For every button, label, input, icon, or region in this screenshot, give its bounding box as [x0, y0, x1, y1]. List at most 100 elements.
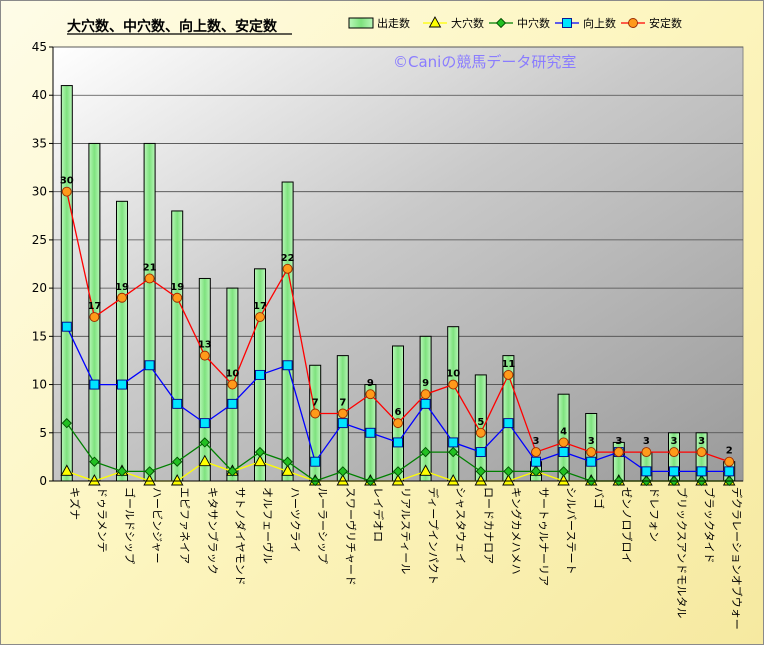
marker-安定数-5 [199, 350, 210, 361]
y-tick-label: 30 [32, 185, 47, 199]
marker-向上数-2 [117, 379, 127, 390]
marker-大穴数-8 [281, 464, 294, 476]
marker-中穴数-10 [337, 466, 348, 477]
legend-label-中穴数: 中穴数 [517, 16, 550, 30]
marker-向上数-6 [227, 398, 238, 409]
marker-安定数-17 [531, 447, 541, 458]
y-tick-label: 45 [32, 40, 47, 54]
marker-大穴数-13 [419, 464, 432, 476]
marker-安定数-0 [61, 186, 72, 197]
bar-出走数-8 [281, 181, 294, 482]
bar-出走数-5 [198, 277, 211, 482]
data-label-安定数-0: 30 [60, 176, 74, 187]
marker-向上数-5 [199, 418, 210, 429]
category-label-23: ブラックタイド [703, 487, 717, 564]
marker-向上数-24 [724, 466, 735, 477]
legend-label-大穴数: 大穴数 [451, 16, 484, 30]
data-label-安定数-18: 4 [560, 426, 567, 437]
category-label-24: デクラレーションオブウォー [730, 487, 744, 630]
marker-中穴数-6 [227, 466, 238, 477]
category-label-4: エピファネイア [178, 487, 191, 564]
marker-向上数-13 [420, 398, 431, 409]
marker-大穴数-1 [88, 474, 101, 486]
legend-marker-安定数 [628, 18, 638, 28]
marker-大穴数-12 [391, 474, 405, 486]
bar-出走数-4 [171, 210, 184, 482]
data-label-安定数-22: 3 [671, 436, 678, 447]
marker-安定数-8 [282, 263, 293, 274]
bar-出走数-3 [143, 142, 156, 482]
marker-中穴数-0 [61, 417, 72, 429]
marker-向上数-14 [448, 437, 459, 448]
category-label-16: キングカメハメハ [509, 487, 523, 575]
marker-大穴数-4 [170, 474, 184, 486]
marker-中穴数-18 [558, 466, 569, 477]
marker-大穴数-10 [336, 474, 350, 486]
marker-安定数-6 [227, 379, 238, 390]
marker-中穴数-7 [254, 446, 266, 458]
marker-大穴数-5 [198, 454, 212, 467]
category-label-7: オルフェーヴル [261, 487, 275, 564]
y-tick-label: 10 [32, 378, 47, 392]
marker-中穴数-8 [282, 456, 293, 467]
marker-大穴数-0 [60, 464, 74, 476]
data-label-安定数-9: 7 [312, 397, 319, 408]
marker-安定数-14 [448, 379, 459, 390]
category-label-13: ディープインパクト [427, 487, 441, 585]
category-label-3: ハービンジャー [151, 487, 164, 563]
marker-向上数-18 [558, 447, 569, 458]
y-tick-label: 35 [32, 136, 47, 150]
y-tick-label: 15 [32, 329, 47, 343]
marker-安定数-7 [255, 312, 265, 322]
marker-中穴数-14 [448, 446, 459, 458]
legend: 出走数 大穴数 中穴数 向上数 安定数 [348, 16, 682, 30]
data-label-安定数-7: 17 [253, 301, 267, 312]
marker-大穴数-3 [143, 474, 156, 486]
marker-向上数-1 [89, 379, 100, 390]
marker-安定数-10 [337, 408, 348, 419]
category-label-14: シャスタウェイ [454, 487, 467, 564]
marker-向上数-16 [503, 418, 514, 429]
marker-向上数-9 [310, 456, 321, 467]
category-label-15: ロードカナロア [482, 487, 495, 564]
marker-安定数-3 [144, 273, 155, 284]
y-tick-label: 20 [32, 281, 47, 295]
marker-向上数-22 [669, 466, 679, 477]
y-tick-label: 25 [32, 233, 47, 247]
marker-向上数-11 [365, 427, 376, 438]
category-label-0: キズナ [68, 487, 82, 520]
data-label-安定数-4: 19 [170, 282, 184, 293]
marker-安定数-18 [558, 437, 569, 448]
marker-向上数-21 [641, 466, 652, 477]
marker-向上数-19 [586, 456, 597, 467]
data-label-安定数-21: 3 [643, 436, 650, 447]
chart-title: 大穴数、中穴数、向上数、安定数 [67, 18, 278, 35]
marker-安定数-23 [696, 447, 707, 458]
data-label-安定数-8: 22 [281, 253, 295, 264]
data-label-安定数-5: 13 [198, 340, 212, 351]
marker-向上数-7 [255, 369, 265, 380]
category-label-12: リアルスティール [399, 487, 412, 574]
category-label-21: ドレフォン [647, 487, 660, 542]
marker-安定数-11 [365, 389, 376, 400]
data-label-安定数-20: 3 [615, 436, 622, 447]
watermark-text: ©Caniの競馬データ研究室 [393, 53, 576, 71]
data-label-安定数-10: 7 [339, 397, 346, 408]
marker-安定数-24 [724, 456, 735, 467]
marker-安定数-20 [613, 447, 624, 458]
marker-安定数-4 [172, 292, 183, 303]
legend-swatch-出走数 [348, 17, 374, 29]
y-tick-label: 40 [32, 88, 47, 102]
category-label-10: スワーヴリチャード [344, 487, 358, 586]
legend-label-安定数: 安定数 [649, 16, 682, 30]
marker-向上数-23 [696, 466, 707, 477]
category-label-5: キタサンブラック [206, 487, 220, 575]
data-label-安定数-11: 9 [367, 378, 374, 389]
category-label-9: ルーラーシップ [316, 487, 329, 564]
y-tick-label: 0 [39, 474, 47, 488]
marker-中穴数-16 [503, 466, 514, 477]
marker-安定数-2 [117, 292, 127, 303]
data-label-安定数-17: 3 [533, 436, 540, 447]
